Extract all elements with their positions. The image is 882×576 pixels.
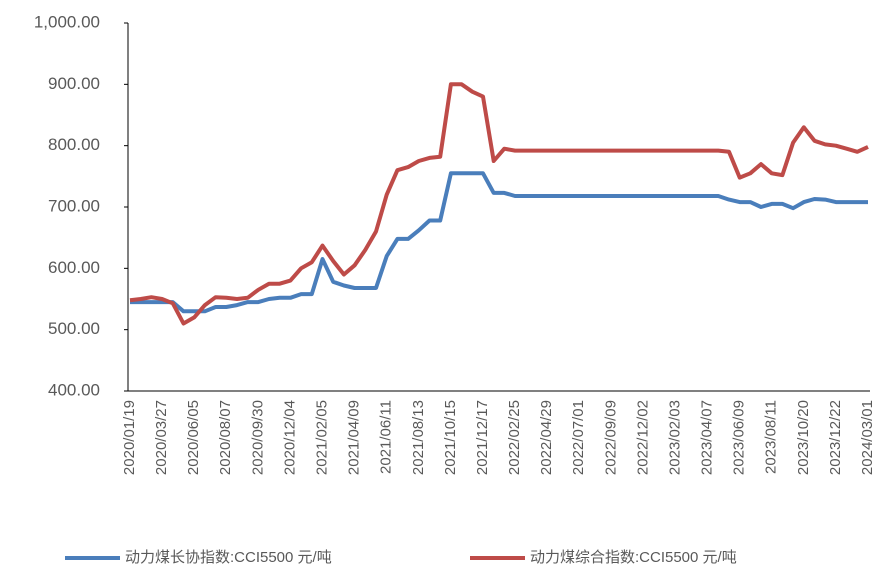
x-tick-label: 2023/10/20 <box>795 400 812 475</box>
line-series <box>129 82 869 326</box>
x-tick-label: 2021/08/13 <box>410 400 427 475</box>
x-tick-label: 2022/04/29 <box>538 400 555 475</box>
x-tick-label: 2023/12/22 <box>827 400 844 475</box>
y-tick-label: 1,000.00 <box>34 12 100 31</box>
line-series <box>130 171 868 314</box>
x-tick-label: 2023/02/03 <box>666 400 683 475</box>
y-tick-label: 600.00 <box>48 258 100 277</box>
x-tick-label: 2022/07/01 <box>570 400 587 475</box>
x-tick-label: 2020/09/30 <box>249 400 266 475</box>
y-tick-label: 400.00 <box>48 380 100 399</box>
x-tick-label: 2020/01/19 <box>121 400 138 475</box>
y-tick-label: 500.00 <box>48 319 100 338</box>
x-tick-label: 2020/08/07 <box>217 400 234 475</box>
x-tick-label: 2023/06/09 <box>731 400 748 475</box>
x-tick-label: 2023/08/11 <box>763 400 780 474</box>
x-tick-label: 2021/02/05 <box>313 400 330 475</box>
x-tick-label: 2021/06/11 <box>378 400 395 474</box>
x-tick-label: 2020/06/05 <box>185 400 202 475</box>
x-tick-label: 2021/10/15 <box>442 400 459 475</box>
x-tick-label: 2024/03/01 <box>859 400 876 475</box>
legend-label: 动力煤综合指数:CCI5500 元/吨 <box>530 549 737 566</box>
x-tick-label: 2023/04/07 <box>699 400 716 475</box>
x-tick-label: 2021/04/09 <box>346 400 363 475</box>
y-tick-label: 800.00 <box>48 135 100 154</box>
y-tick-label: 700.00 <box>48 196 100 215</box>
x-tick-label: 2022/12/02 <box>634 400 651 475</box>
x-tick-label: 2022/02/25 <box>506 400 523 475</box>
x-tick-label: 2022/09/09 <box>602 400 619 475</box>
x-tick-label: 2020/03/27 <box>153 400 170 475</box>
y-tick-label: 900.00 <box>48 74 100 93</box>
x-tick-label: 2020/12/04 <box>281 400 298 475</box>
legend-label: 动力煤长协指数:CCI5500 元/吨 <box>125 549 332 566</box>
x-tick-label: 2021/12/17 <box>474 400 491 475</box>
